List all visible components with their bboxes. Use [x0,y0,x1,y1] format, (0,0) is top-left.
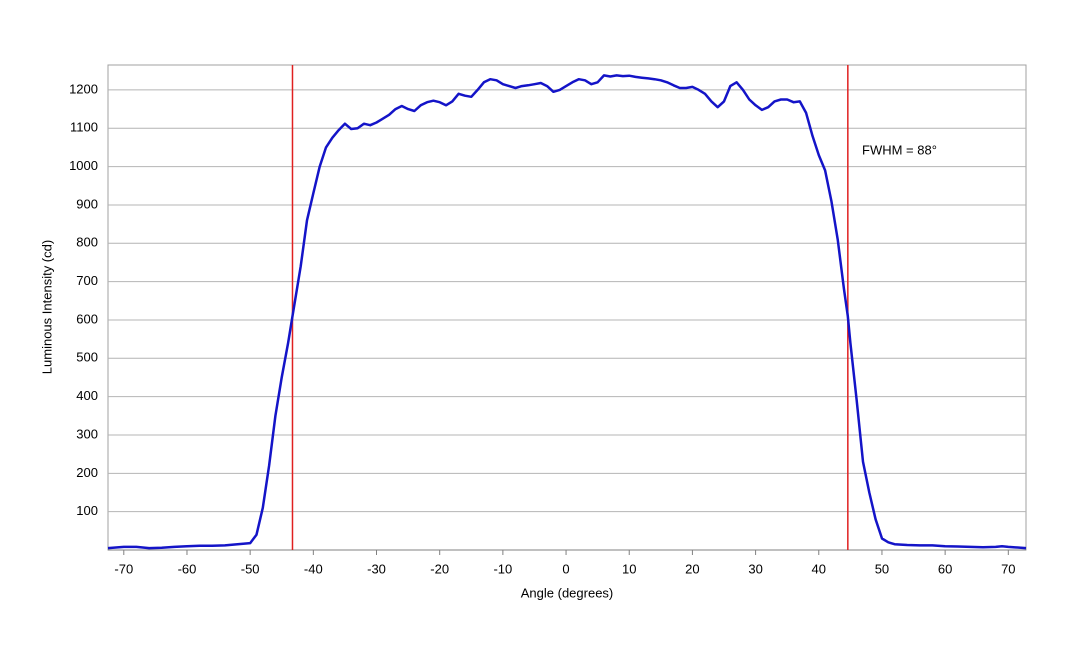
x-tick-label: -60 [178,561,197,576]
intensity-curve [107,74,1027,550]
y-tick-label: 1100 [70,120,98,135]
y-tick-label: 1200 [69,81,98,96]
y-tick-label: 100 [76,503,98,518]
y-tick-label: 700 [76,273,98,288]
x-tick-label: 20 [685,561,699,576]
x-tick-label: 70 [1001,561,1015,576]
x-tick-label: 30 [748,561,762,576]
annotation: FWHM = 88° [862,142,937,157]
x-tick-label: 50 [875,561,889,576]
y-tick-label: 400 [76,388,98,403]
y-axis-label: Luminous Intensity (cd) [39,240,54,374]
x-tick-label: 0 [562,561,569,576]
x-tick-label: -20 [430,561,449,576]
y-tick-label: 500 [76,350,98,365]
x-tick-label: -50 [241,561,260,576]
y-tick-label: 900 [76,196,98,211]
x-tick-label: -70 [114,561,133,576]
y-tick-label: 200 [76,465,98,480]
x-tick-label: -10 [493,561,512,576]
x-axis-label: Angle (degrees) [521,585,614,600]
y-tick-label: 600 [76,311,98,326]
x-tick-label: 40 [812,561,826,576]
x-tick-label: 10 [622,561,636,576]
x-tick-label: -40 [304,561,323,576]
y-tick-label: 1000 [69,158,98,173]
x-tick-label: -30 [367,561,386,576]
y-tick-label: 800 [76,235,98,250]
plot-area [107,64,1027,551]
y-tick-label: 300 [76,426,98,441]
x-tick-label: 60 [938,561,952,576]
